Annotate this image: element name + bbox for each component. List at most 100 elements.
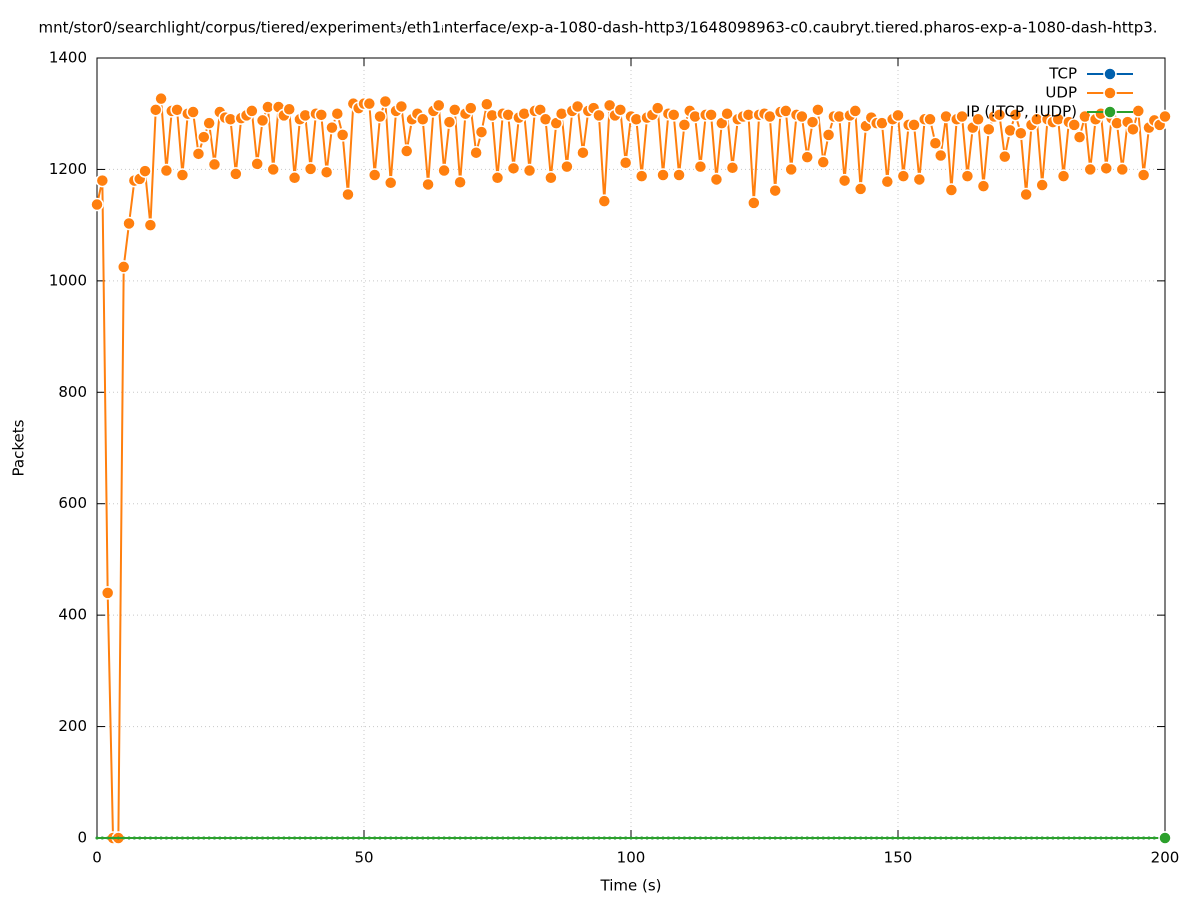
data-point xyxy=(437,163,451,178)
data-point xyxy=(848,836,852,840)
data-point xyxy=(773,836,777,840)
data-point xyxy=(923,112,937,127)
data-point xyxy=(741,836,745,840)
data-point xyxy=(640,836,644,840)
data-point xyxy=(399,144,414,158)
data-point xyxy=(725,836,729,840)
data-point xyxy=(992,108,1007,122)
legend-swatch xyxy=(1103,105,1117,119)
data-point xyxy=(437,836,441,840)
data-point xyxy=(880,174,895,189)
data-point xyxy=(907,836,911,840)
data-point xyxy=(148,103,163,117)
data-point xyxy=(976,179,991,193)
y-tick-label: 600 xyxy=(58,494,87,512)
data-point xyxy=(688,836,692,840)
data-point xyxy=(821,836,825,840)
data-point xyxy=(971,836,975,840)
data-point xyxy=(330,836,334,840)
y-tick-label: 800 xyxy=(58,383,87,401)
data-point xyxy=(116,836,120,840)
data-point xyxy=(949,836,953,840)
data-point xyxy=(645,836,649,840)
data-point xyxy=(693,836,697,840)
data-point xyxy=(277,836,281,840)
data-point xyxy=(955,836,959,840)
data-point xyxy=(442,115,457,129)
data-point xyxy=(186,836,190,840)
data-point xyxy=(341,187,355,202)
data-point xyxy=(544,171,558,185)
data-point xyxy=(998,149,1012,164)
data-point xyxy=(357,836,361,840)
data-point xyxy=(939,836,943,840)
data-point xyxy=(1019,187,1033,202)
data-point xyxy=(698,836,702,840)
data-point xyxy=(816,155,830,169)
data-point xyxy=(207,836,211,840)
data-point xyxy=(415,836,419,840)
data-point xyxy=(634,836,638,840)
data-point xyxy=(805,836,809,840)
data-point xyxy=(1046,836,1050,840)
data-point xyxy=(432,98,446,113)
data-point xyxy=(677,836,681,840)
data-point xyxy=(1067,118,1081,132)
data-point xyxy=(581,836,585,840)
data-point xyxy=(282,102,296,117)
data-point xyxy=(928,136,943,150)
data-point xyxy=(533,836,537,840)
data-point xyxy=(127,836,131,840)
legend-label: IP (!TCP, !UDP) xyxy=(966,103,1077,121)
data-point xyxy=(138,836,142,840)
data-point xyxy=(730,836,734,840)
data-point xyxy=(447,836,451,840)
data-point xyxy=(1003,836,1007,840)
data-point xyxy=(944,183,959,197)
data-point xyxy=(901,836,905,840)
data-point xyxy=(1056,836,1060,840)
y-tick-label: 1400 xyxy=(49,49,87,67)
data-point xyxy=(597,194,612,208)
data-point xyxy=(159,163,174,178)
data-point xyxy=(923,836,927,840)
data-point xyxy=(821,128,836,142)
x-tick-label: 50 xyxy=(354,849,373,867)
data-point xyxy=(965,836,969,840)
data-point xyxy=(576,836,580,840)
data-point xyxy=(960,169,975,183)
data-point xyxy=(944,836,948,840)
data-point xyxy=(314,836,318,840)
data-point xyxy=(480,97,494,111)
y-tick-label: 400 xyxy=(58,606,87,624)
data-point xyxy=(1062,836,1066,840)
data-point xyxy=(1072,130,1087,144)
legend-swatch xyxy=(1103,67,1117,81)
data-point xyxy=(410,836,414,840)
data-point xyxy=(266,162,280,177)
data-point xyxy=(912,172,927,187)
data-point xyxy=(549,836,553,840)
data-point xyxy=(394,836,398,840)
data-point xyxy=(95,173,110,188)
data-point xyxy=(1030,836,1033,840)
data-point xyxy=(186,105,200,119)
data-point xyxy=(442,836,446,840)
data-point xyxy=(389,836,393,840)
data-point xyxy=(202,116,216,130)
data-point xyxy=(522,163,537,178)
data-point xyxy=(309,836,313,840)
data-point xyxy=(864,836,868,840)
data-point xyxy=(100,586,115,600)
data-point xyxy=(474,836,478,840)
data-point xyxy=(351,836,355,840)
data-point xyxy=(164,836,168,840)
data-point xyxy=(837,836,841,840)
x-axis-label: Time (s) xyxy=(600,877,662,895)
data-point xyxy=(485,836,489,840)
data-point xyxy=(800,836,804,840)
data-point xyxy=(250,157,264,171)
chart-title: mnt/stor0/searchlight/corpus/tiered/expe… xyxy=(38,19,1157,37)
data-point xyxy=(592,108,606,123)
